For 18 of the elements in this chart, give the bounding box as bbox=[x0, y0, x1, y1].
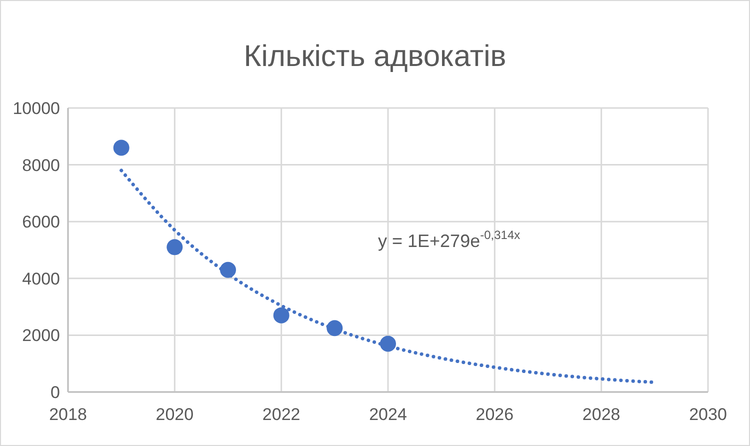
chart-title: Кількість адвокатів bbox=[244, 40, 506, 73]
point bbox=[273, 307, 290, 324]
x-tick-label: 2022 bbox=[262, 405, 300, 424]
y-tick-label: 2000 bbox=[22, 326, 60, 346]
y-tick-label: 0 bbox=[50, 382, 60, 402]
point bbox=[113, 140, 130, 156]
x-tick-label: 2026 bbox=[476, 405, 514, 424]
annotation: y = 1E+279e$^{-0,314x}$ bbox=[378, 228, 520, 252]
x-tick-label: 2020 bbox=[156, 405, 194, 424]
x-tick-label: 2028 bbox=[582, 405, 620, 424]
y-tick-label: 8000 bbox=[22, 156, 60, 175]
y-tick-label: 6000 bbox=[22, 212, 60, 232]
y-tick-label: 10000 bbox=[12, 98, 60, 118]
x-tick-label: 2030 bbox=[689, 405, 727, 424]
point bbox=[166, 239, 183, 256]
y-tick-label: 4000 bbox=[22, 269, 60, 288]
x-tick-label: 2018 bbox=[49, 405, 87, 424]
x-tick-label: 2024 bbox=[369, 405, 407, 424]
